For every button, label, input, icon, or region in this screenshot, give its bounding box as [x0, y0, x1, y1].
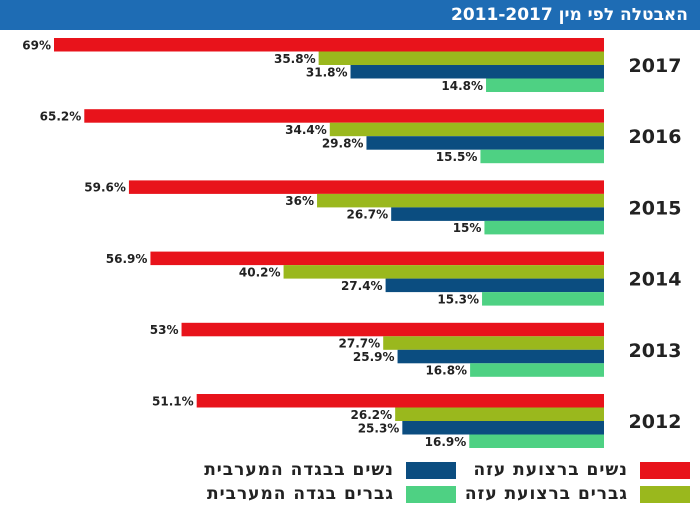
- legend-swatch-women-west-bank: [406, 461, 456, 479]
- legend-item-men-west-bank: גברים בגדה המערבית: [207, 483, 456, 505]
- data-label-women-gaza-2015: 59.6%: [84, 181, 126, 195]
- bar-women-west-bank-2014: [385, 278, 604, 293]
- data-label-women-gaza-2014: 56.9%: [106, 252, 148, 266]
- bar-chart: 69% 35.8%31.8% 14.8% 2017 65.2% 34.4%29.8% 15.…: [22, 38, 682, 449]
- legend-label-women-west-bank: נשים בבגדה המערבית: [204, 460, 394, 480]
- bar-women-west-bank-2013: [397, 349, 604, 364]
- category-label-2014: 2014: [629, 269, 682, 291]
- bar-women-gaza-2012: [196, 394, 604, 408]
- bar-men-west-bank-2017: [486, 78, 604, 92]
- bar-men-gaza-2017: [318, 51, 604, 65]
- data-label-women-west-bank-2012: 25.3%: [358, 421, 400, 435]
- chart-title: האבטלה לפי מין 2011-2017: [451, 5, 688, 25]
- category-label-2015: 2015: [629, 197, 682, 219]
- bar-women-west-bank-2017: [350, 65, 604, 79]
- legend-label-women-gaza: נשים ברצועת עזה: [473, 460, 628, 480]
- data-label-women-gaza-2013: 53%: [150, 323, 179, 337]
- header-bar: האבטלה לפי מין 2011-2017: [0, 0, 700, 30]
- bar-women-west-bank-2015: [391, 207, 604, 221]
- bar-women-gaza-2016: [84, 109, 604, 123]
- bar-men-west-bank-2012: [469, 434, 604, 448]
- data-label-men-gaza-2016: 34.4%: [285, 123, 327, 137]
- bar-women-gaza-2015: [128, 180, 604, 194]
- bar-men-west-bank-2014: [482, 292, 604, 306]
- legend-swatch-women-gaza: [640, 461, 690, 479]
- data-label-women-west-bank-2016: 29.8%: [322, 136, 364, 150]
- bar-women-gaza-2014: [150, 251, 604, 266]
- data-label-men-gaza-2017: 35.8%: [274, 52, 316, 66]
- data-label-men-west-bank-2015: 15%: [453, 221, 482, 235]
- legend-item-men-gaza: גברים ברצועת עזה: [465, 483, 690, 505]
- bar-men-gaza-2014: [283, 265, 604, 279]
- data-label-men-west-bank-2016: 15.5%: [436, 150, 478, 164]
- legend-item-women-west-bank: נשים בבגדה המערבית: [204, 459, 456, 481]
- data-label-women-west-bank-2015: 26.7%: [347, 208, 389, 222]
- data-label-men-west-bank-2013: 16.8%: [425, 364, 467, 378]
- bar-men-west-bank-2013: [470, 363, 604, 377]
- data-label-women-west-bank-2013: 25.9%: [353, 350, 395, 364]
- bar-women-gaza-2013: [181, 322, 604, 337]
- bar-men-gaza-2013: [383, 336, 604, 350]
- legend-label-men-gaza: גברים ברצועת עזה: [464, 484, 628, 504]
- data-label-men-west-bank-2017: 14.8%: [441, 79, 483, 93]
- bar-men-gaza-2015: [317, 193, 604, 208]
- legend-swatch-men-west-bank: [406, 485, 456, 503]
- bar-men-west-bank-2016: [480, 149, 604, 164]
- bar-women-west-bank-2016: [366, 136, 604, 150]
- data-label-men-gaza-2015: 36%: [285, 194, 314, 208]
- category-label-2013: 2013: [629, 340, 682, 362]
- data-label-women-gaza-2016: 65.2%: [40, 109, 82, 123]
- data-label-men-gaza-2014: 40.2%: [239, 265, 281, 279]
- data-label-men-gaza-2012: 26.2%: [351, 408, 393, 422]
- data-label-men-west-bank-2014: 15.3%: [437, 292, 479, 306]
- data-label-women-gaza-2012: 51.1%: [152, 394, 194, 408]
- data-label-women-west-bank-2017: 31.8%: [306, 65, 348, 79]
- bar-men-gaza-2012: [395, 407, 604, 421]
- legend-swatch-men-gaza: [640, 485, 690, 503]
- bar-men-west-bank-2015: [484, 220, 604, 235]
- bar-women-gaza-2017: [54, 38, 604, 52]
- data-label-men-gaza-2013: 27.7%: [339, 337, 381, 351]
- category-label-2017: 2017: [629, 55, 682, 77]
- category-label-2012: 2012: [629, 411, 682, 433]
- category-label-2016: 2016: [629, 126, 682, 148]
- data-label-women-gaza-2017: 69%: [22, 38, 51, 52]
- data-label-men-west-bank-2012: 16.9%: [425, 435, 467, 449]
- data-label-women-west-bank-2014: 27.4%: [341, 279, 383, 293]
- legend-item-women-gaza: נשים ברצועת עזה: [473, 459, 690, 481]
- bar-men-gaza-2016: [329, 122, 604, 137]
- bar-women-west-bank-2012: [402, 421, 604, 435]
- legend-label-men-west-bank: גברים בגדה המערבית: [206, 484, 394, 504]
